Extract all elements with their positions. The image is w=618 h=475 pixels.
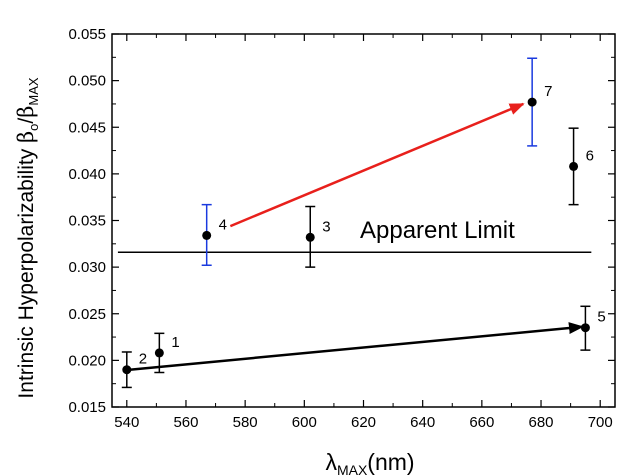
x-axis-label-suffix: (nm) [367,449,414,475]
y-axis-label-beta-2: β [14,106,38,118]
y-axis-label-slash: / [15,118,38,124]
data-point-label: 7 [544,83,552,100]
data-point-group-3: 3 [305,205,331,268]
y-axis-label-sub-max: MAX [26,77,41,106]
data-point-group-2: 2 [121,351,147,389]
y-tick-label: 0.020 [68,352,106,369]
y-axis-label-beta: β [14,131,38,143]
data-point [305,232,315,242]
x-tick-label: 680 [529,414,554,431]
y-tick-label: 0.030 [68,259,106,276]
data-point-group-6: 6 [568,127,594,206]
data-point-label: 2 [139,351,147,368]
data-point [122,365,132,375]
apparent-limit-label: Apparent Limit [360,217,515,244]
y-tick-label: 0.015 [68,399,106,416]
data-point-group-4: 4 [201,203,227,267]
data-point-label: 3 [322,218,330,235]
ticks: 540 560 580 600 620 640 660 680 700 0.015 0.020 0.0… [68,26,615,431]
x-axis-label-subscript: MAX [337,462,368,475]
data-point [202,230,212,240]
y-tick-label: 0.055 [68,26,106,43]
x-tick-label: 540 [114,414,139,431]
y-tick-label: 0.040 [68,166,106,183]
data-point-label: 5 [597,309,605,326]
y-tick-label: 0.035 [68,213,106,230]
data-point [154,348,164,358]
trend-arrow-1 [129,322,584,371]
x-tick-label: 560 [173,414,198,431]
x-axis-label-symbol: λ [325,449,337,475]
x-tick-label: 600 [292,414,317,431]
y-tick-label: 0.050 [68,73,106,90]
trend-arrow-2 [229,102,525,228]
data-point [527,97,537,107]
marks: 1 2 3 4 5 6 7 [117,57,606,389]
data-point [580,323,590,333]
x-tick-label: 660 [469,414,494,431]
data-point-label: 1 [171,334,179,351]
data-point-group-7: 7 [527,57,552,147]
data-point [569,161,579,171]
data-point-label: 6 [586,147,594,164]
x-tick-label: 700 [588,414,613,431]
y-axis-label: Intrinsic Hyperpolarizability βo/βMAX [14,77,41,398]
y-axis-label-sub-o: o [26,124,41,131]
x-tick-label: 580 [233,414,258,431]
y-tick-label: 0.045 [68,119,106,136]
data-point-group-5: 5 [580,305,606,351]
x-axis-label: λMAX(nm) [325,449,414,475]
y-axis-label-prefix: Intrinsic Hyperpolarizability [15,143,38,399]
data-point-group-1: 1 [154,332,180,374]
x-tick-label: 620 [351,414,376,431]
x-tick-label: 640 [410,414,435,431]
y-tick-label: 0.025 [68,306,106,323]
data-point-label: 4 [219,216,227,233]
